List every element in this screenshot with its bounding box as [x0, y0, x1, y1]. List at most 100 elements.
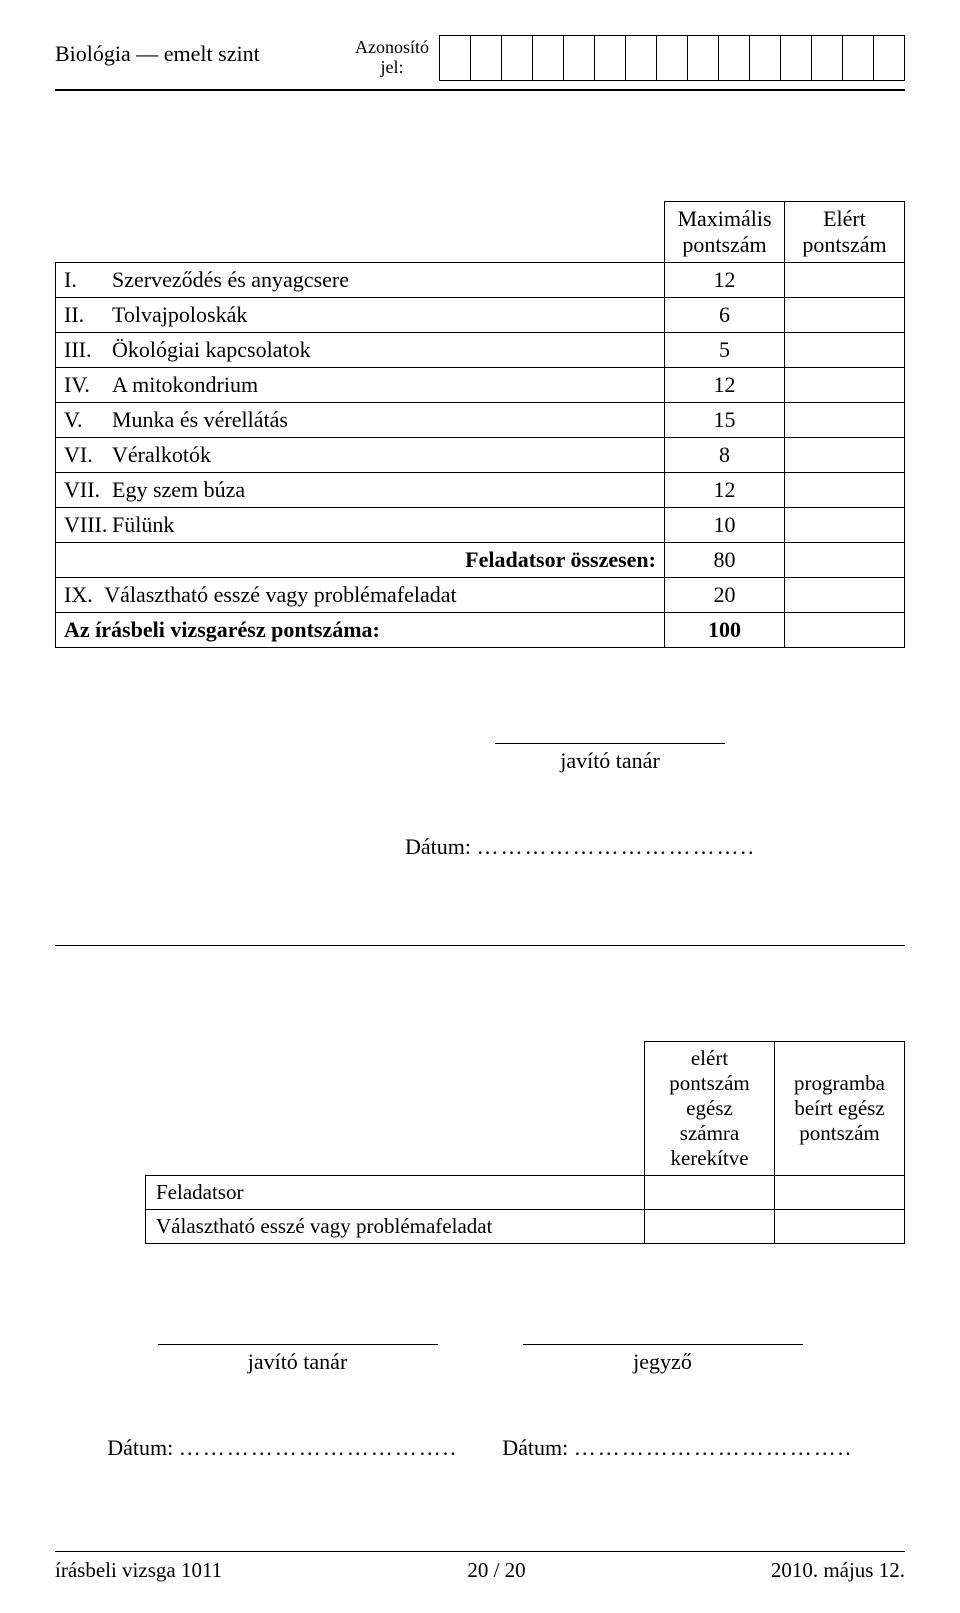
score-row-title: A mitokondrium	[112, 372, 258, 397]
prog-col1: elért pontszám egész számra kerekítve	[645, 1042, 775, 1176]
score-row-achieved[interactable]	[785, 508, 905, 543]
date-right-label: Dátum:	[502, 1435, 574, 1460]
id-box[interactable]	[439, 35, 471, 81]
id-block: Azonosító jel:	[355, 35, 905, 81]
signature-block-1: javító tanár	[55, 743, 905, 774]
date-left: Dátum: ……………………………..	[107, 1435, 458, 1461]
score-row-achieved[interactable]	[785, 403, 905, 438]
date-dots-1[interactable]: ……………………………..	[477, 834, 756, 859]
id-label-line1: Azonosító	[355, 37, 429, 57]
score-row-desc: IV.A mitokondrium	[56, 368, 665, 403]
score-row-num: III.	[64, 337, 112, 363]
id-box[interactable]	[625, 35, 657, 81]
id-box[interactable]	[718, 35, 750, 81]
score-row-achieved[interactable]	[785, 263, 905, 298]
score-row: V.Munka és vérellátás15	[56, 403, 905, 438]
score-row-achieved[interactable]	[785, 438, 905, 473]
score-row: VIII.Fülünk10	[56, 508, 905, 543]
footer-center: 20 / 20	[467, 1558, 525, 1583]
sum-value: 80	[665, 543, 785, 578]
signature-teacher-2-label: javító tanár	[248, 1349, 348, 1374]
signature-registrar-label: jegyző	[633, 1349, 692, 1374]
score-table: Maximális pontszám Elért pontszám I.Szer…	[55, 201, 905, 648]
row-ix: IX. Választható esszé vagy problémafelad…	[56, 578, 665, 613]
total-label: Az írásbeli vizsgarész pontszáma:	[56, 613, 665, 648]
score-row-achieved[interactable]	[785, 298, 905, 333]
date-block-1: Dátum: ……………………………..	[55, 834, 905, 860]
col-max-header: Maximális pontszám	[665, 202, 785, 263]
section-rule	[55, 945, 905, 946]
id-box[interactable]	[501, 35, 533, 81]
score-row: VII.Egy szem búza12	[56, 473, 905, 508]
score-row-max: 12	[665, 473, 785, 508]
score-row: VI.Véralkotók8	[56, 438, 905, 473]
score-row-num: VIII.	[64, 512, 112, 538]
score-row-max: 5	[665, 333, 785, 368]
row-ix-title: Választható esszé vagy problémafeladat	[104, 582, 456, 607]
sum-label: Feladatsor összesen:	[56, 543, 665, 578]
score-row-num: IV.	[64, 372, 112, 398]
score-row-desc: III.Ökológiai kapcsolatok	[56, 333, 665, 368]
score-row-title: Egy szem búza	[112, 477, 245, 502]
total-value: 100	[665, 613, 785, 648]
score-row-achieved[interactable]	[785, 473, 905, 508]
score-row-max: 15	[665, 403, 785, 438]
date-right-dots[interactable]: ……………………………..	[574, 1435, 853, 1460]
id-box[interactable]	[749, 35, 781, 81]
score-row-num: VII.	[64, 477, 112, 503]
signature-registrar: jegyző	[523, 1344, 803, 1375]
signature-row-2: javító tanár jegyző	[55, 1344, 905, 1375]
score-row-desc: II.Tolvajpoloskák	[56, 298, 665, 333]
score-row-achieved[interactable]	[785, 333, 905, 368]
program-table: elért pontszám egész számra kerekítve pr…	[145, 1041, 905, 1244]
page-header: Biológia — emelt szint Azonosító jel:	[55, 35, 905, 81]
score-row-title: Tolvajpoloskák	[112, 302, 247, 327]
footer-right: 2010. május 12.	[771, 1558, 905, 1583]
score-row-desc: V.Munka és vérellátás	[56, 403, 665, 438]
prog-row1-c1[interactable]	[645, 1176, 775, 1210]
prog-row1-c2[interactable]	[775, 1176, 905, 1210]
score-row-title: Munka és vérellátás	[112, 407, 288, 432]
subject-label: Biológia — emelt szint	[55, 35, 260, 67]
prog-row2-c1[interactable]	[645, 1210, 775, 1244]
score-row-num: VI.	[64, 442, 112, 468]
id-box[interactable]	[687, 35, 719, 81]
score-row-achieved[interactable]	[785, 368, 905, 403]
id-box[interactable]	[656, 35, 688, 81]
date-row-2: Dátum: …………………………….. Dátum: …………………………….…	[55, 1435, 905, 1461]
id-box[interactable]	[470, 35, 502, 81]
id-label: Azonosító jel:	[355, 38, 429, 78]
id-box[interactable]	[811, 35, 843, 81]
prog-row1-label: Feladatsor	[146, 1176, 645, 1210]
score-row: III.Ökológiai kapcsolatok5	[56, 333, 905, 368]
score-row-max: 12	[665, 263, 785, 298]
score-row: I.Szerveződés és anyagcsere12	[56, 263, 905, 298]
date-left-dots[interactable]: ……………………………..	[179, 1435, 458, 1460]
score-row-desc: I.Szerveződés és anyagcsere	[56, 263, 665, 298]
score-row: II.Tolvajpoloskák6	[56, 298, 905, 333]
row-ix-achieved[interactable]	[785, 578, 905, 613]
score-row-title: Ökológiai kapcsolatok	[112, 337, 311, 362]
id-box[interactable]	[563, 35, 595, 81]
id-box[interactable]	[873, 35, 905, 81]
id-box[interactable]	[842, 35, 874, 81]
score-row-title: Véralkotók	[112, 442, 211, 467]
prog-col2-text: programba beírt egész pontszám	[794, 1071, 885, 1145]
row-ix-num: IX.	[64, 582, 93, 607]
score-row-num: V.	[64, 407, 112, 433]
prog-col1-text: elért pontszám egész számra kerekítve	[669, 1046, 749, 1170]
sum-achieved[interactable]	[785, 543, 905, 578]
prog-col2: programba beírt egész pontszám	[775, 1042, 905, 1176]
prog-row2-c2[interactable]	[775, 1210, 905, 1244]
id-boxes	[439, 35, 905, 81]
col-achieved-header: Elért pontszám	[785, 202, 905, 263]
id-box[interactable]	[594, 35, 626, 81]
total-achieved[interactable]	[785, 613, 905, 648]
id-box[interactable]	[780, 35, 812, 81]
prog-row2-label: Választható esszé vagy problémafeladat	[146, 1210, 645, 1244]
id-box[interactable]	[532, 35, 564, 81]
score-row-desc: VII.Egy szem búza	[56, 473, 665, 508]
score-row-max: 10	[665, 508, 785, 543]
date-left-label: Dátum:	[107, 1435, 179, 1460]
score-row-desc: VIII.Fülünk	[56, 508, 665, 543]
